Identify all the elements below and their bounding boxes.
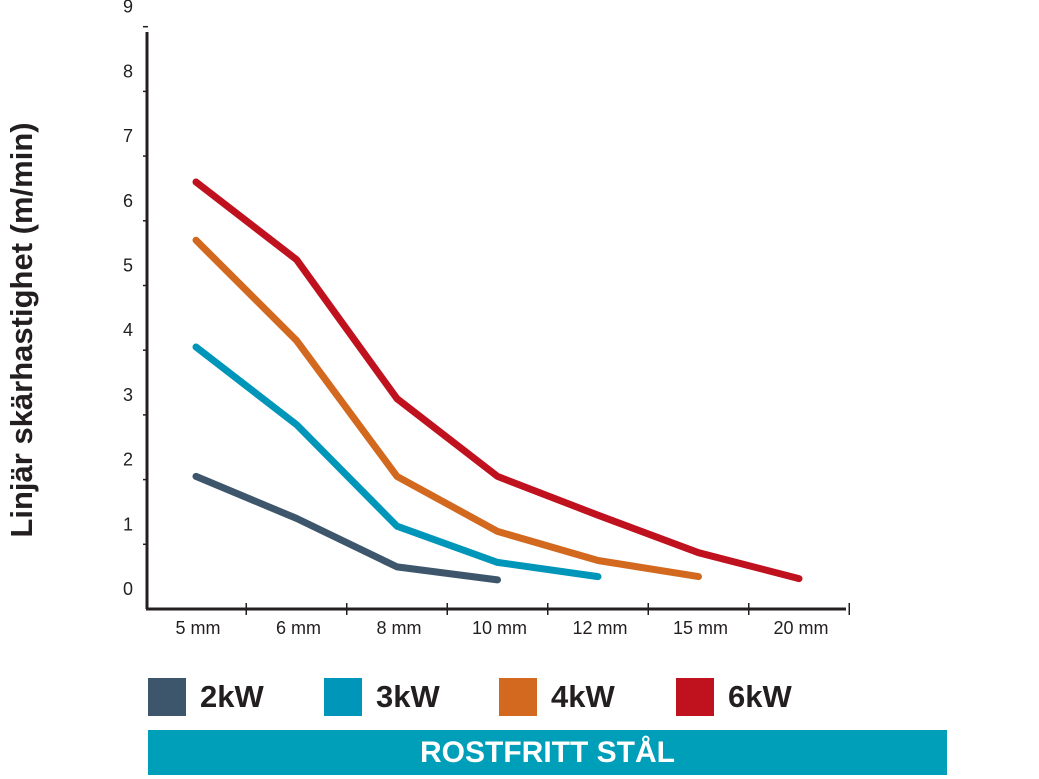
data-point-4kW-5 bbox=[695, 573, 702, 580]
legend-label: 4kW bbox=[551, 679, 615, 714]
data-point-4kW-3 bbox=[494, 528, 501, 535]
y-tick-label: 9 bbox=[123, 0, 133, 17]
x-tick-label: 6 mm bbox=[276, 618, 321, 638]
legend-label: 3kW bbox=[376, 679, 440, 714]
legend-swatch bbox=[499, 678, 537, 716]
legend-item-6kW: 6kW bbox=[676, 676, 792, 718]
data-point-3kW-2 bbox=[394, 523, 400, 530]
series-line-4kW bbox=[192, 236, 702, 581]
data-point-6kW-0 bbox=[193, 178, 199, 185]
x-tick-label: 12 mm bbox=[572, 618, 627, 638]
y-tick-label: 2 bbox=[123, 450, 133, 470]
data-point-6kW-3 bbox=[494, 473, 501, 480]
y-tick-label: 3 bbox=[123, 385, 133, 405]
data-point-3kW-4 bbox=[595, 573, 601, 580]
legend-item-3kW: 3kW bbox=[324, 676, 440, 718]
data-point-2kW-3 bbox=[494, 576, 501, 583]
x-tick-label: 5 mm bbox=[176, 618, 221, 638]
y-tick-label: 6 bbox=[123, 191, 133, 211]
legend-swatch bbox=[676, 678, 714, 716]
legend-swatch bbox=[324, 678, 362, 716]
data-point-6kW-1 bbox=[293, 256, 300, 263]
x-tick-label: 20 mm bbox=[773, 618, 828, 638]
x-tick-label: 15 mm bbox=[673, 618, 728, 638]
material-banner: ROSTFRITT STÅL bbox=[148, 730, 947, 775]
data-point-4kW-0 bbox=[193, 237, 199, 244]
data-point-4kW-1 bbox=[293, 337, 300, 344]
data-point-4kW-2 bbox=[394, 473, 400, 480]
series-line-6kW bbox=[192, 178, 803, 583]
y-tick-label: 0 bbox=[123, 579, 133, 599]
data-point-3kW-1 bbox=[293, 421, 300, 428]
data-point-2kW-2 bbox=[394, 563, 400, 570]
data-point-6kW-2 bbox=[394, 395, 400, 402]
legend-item-4kW: 4kW bbox=[499, 676, 615, 718]
data-point-2kW-0 bbox=[193, 473, 199, 480]
y-axis-label: Linjär skärhastighet (m/min) bbox=[4, 122, 39, 537]
legend-swatch bbox=[148, 678, 186, 716]
x-tick-label: 8 mm bbox=[377, 618, 422, 638]
data-point-3kW-0 bbox=[193, 343, 199, 350]
y-tick-label: 1 bbox=[123, 514, 133, 534]
data-point-6kW-6 bbox=[796, 575, 802, 582]
y-tick-label: 7 bbox=[123, 126, 133, 146]
y-axis-ticks: 0 1 2 3 4 5 6 7 8 9 bbox=[123, 0, 148, 599]
y-tick-label: 4 bbox=[123, 320, 133, 340]
banner-text: ROSTFRITT STÅL bbox=[420, 735, 675, 769]
y-tick-label: 5 bbox=[123, 256, 133, 276]
data-point-6kW-4 bbox=[595, 512, 601, 519]
data-point-3kW-3 bbox=[494, 559, 501, 566]
legend: 2kW 3kW 4kW 6kW bbox=[0, 676, 1039, 718]
series-line-2kW bbox=[192, 472, 501, 584]
data-point-6kW-5 bbox=[695, 549, 702, 556]
data-point-4kW-4 bbox=[595, 557, 601, 564]
legend-item-2kW: 2kW bbox=[148, 676, 264, 718]
x-tick-label: 10 mm bbox=[472, 618, 527, 638]
series-lines bbox=[192, 178, 803, 584]
legend-label: 2kW bbox=[200, 679, 264, 714]
y-tick-label: 8 bbox=[123, 61, 133, 81]
legend-label: 6kW bbox=[728, 679, 792, 714]
data-point-2kW-1 bbox=[293, 515, 300, 522]
line-chart: Linjär skärhastighet (m/min) 0123456789 … bbox=[4, 0, 850, 638]
